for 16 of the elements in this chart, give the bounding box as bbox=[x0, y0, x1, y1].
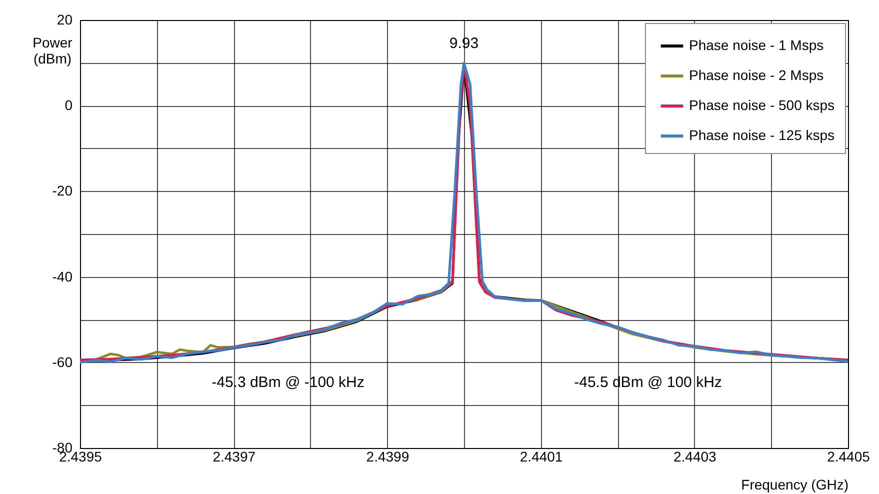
legend-label: Phase noise - 500 ksps bbox=[689, 97, 835, 113]
y-tick-label: -20 bbox=[52, 182, 73, 199]
legend-label: Phase noise - 2 Msps bbox=[689, 67, 824, 83]
x-axis-title: Frequency (GHz) bbox=[741, 476, 848, 492]
legend-label: Phase noise - 1 Msps bbox=[689, 37, 824, 53]
x-tick-label: 2.4401 bbox=[520, 448, 563, 464]
y-tick-label: 20 bbox=[56, 12, 73, 28]
legend-label: Phase noise - 125 ksps bbox=[689, 127, 835, 143]
x-tick-label: 2.4403 bbox=[673, 448, 717, 464]
y-tick-label: -60 bbox=[52, 354, 73, 370]
y-tick-label: 0 bbox=[64, 97, 73, 114]
y-axis-title: Power (dBm) bbox=[32, 34, 73, 66]
x-tick-label: 2.4399 bbox=[366, 448, 410, 464]
x-tick-label: 2.4397 bbox=[212, 448, 256, 464]
x-tick-label: 2.4405 bbox=[827, 448, 870, 464]
y-tick-label: -40 bbox=[52, 268, 73, 284]
